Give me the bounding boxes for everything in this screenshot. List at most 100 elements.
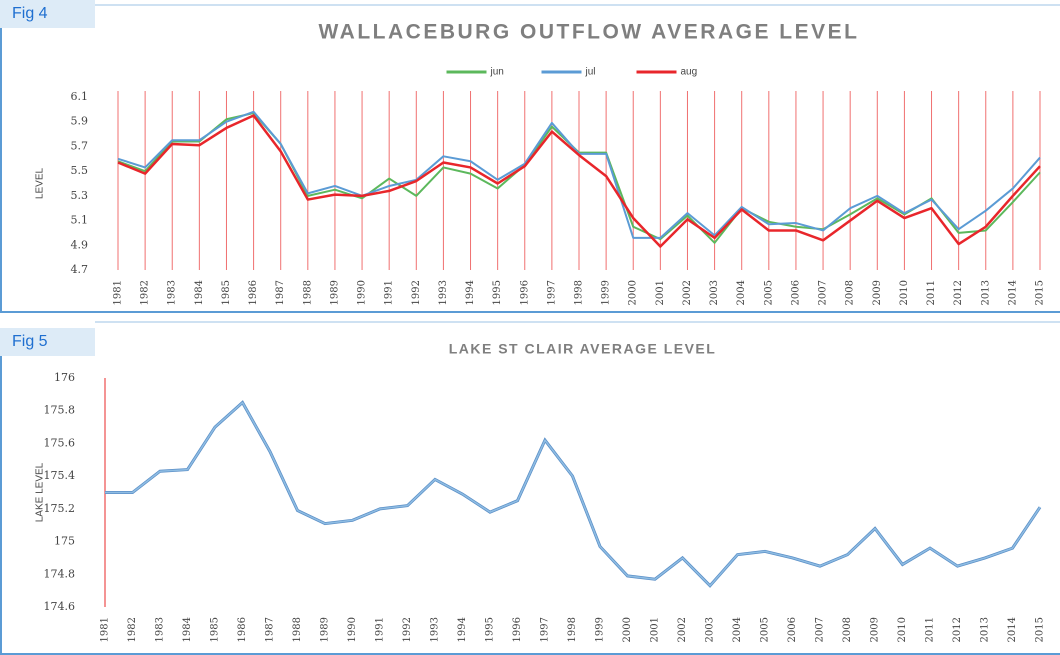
x-tick-label: 2003 [709, 280, 720, 305]
x-tick-label: 2013 [980, 280, 991, 305]
x-tick-label: 1990 [357, 280, 368, 305]
y-axis-label: LEVEL [35, 167, 46, 199]
y-tick-label: 175.8 [44, 404, 76, 417]
x-tick-label: 1987 [265, 617, 276, 642]
x-tick-label: 2006 [790, 280, 801, 305]
x-tick-label: 1992 [402, 617, 413, 642]
chart-title: LAKE ST CLAIR AVERAGE LEVEL [449, 341, 717, 357]
x-tick-label: 2005 [763, 280, 774, 305]
x-tick-label: 1983 [155, 617, 166, 642]
x-tick-label: 1984 [194, 280, 205, 305]
x-tick-label: 1983 [167, 280, 178, 305]
x-tick-label: 1994 [465, 280, 476, 305]
x-tick-label: 1995 [492, 280, 503, 305]
x-tick-label: 1984 [182, 617, 193, 642]
x-tick-label: 1991 [375, 617, 386, 642]
x-tick-label: 2000 [628, 280, 639, 305]
x-tick-label: 1988 [302, 280, 313, 305]
x-tick-label: 1986 [248, 280, 259, 305]
y-tick-label: 5.1 [71, 214, 89, 227]
y-tick-label: 5.5 [71, 164, 89, 177]
x-tick-label: 1998 [574, 280, 585, 305]
x-tick-label: 1982 [127, 617, 138, 642]
x-tick-label: 1993 [430, 617, 441, 642]
x-tick-label: 1989 [320, 617, 331, 642]
x-tick-label: 2012 [953, 280, 964, 305]
x-tick-label: 1992 [411, 280, 422, 305]
x-tick-label: 2001 [655, 280, 666, 305]
x-tick-label: 2002 [682, 280, 693, 305]
y-tick-label: 175.4 [44, 469, 76, 482]
x-tick-label: 1991 [384, 280, 395, 305]
legend-label: jun [490, 67, 504, 78]
figure-label: Fig 4 [12, 5, 48, 22]
y-tick-label: 5.7 [71, 139, 89, 152]
x-tick-label: 2014 [1007, 280, 1018, 305]
y-tick-label: 5.9 [71, 115, 89, 128]
x-tick-label: 1981 [113, 280, 124, 305]
x-tick-label: 2005 [760, 617, 771, 642]
chart-title: WALLACEBURG OUTFLOW AVERAGE LEVEL [319, 21, 860, 44]
x-tick-label: 2011 [925, 617, 936, 642]
x-tick-label: 1999 [595, 617, 606, 642]
y-tick-label: 174.8 [44, 567, 76, 580]
x-tick-label: 1999 [601, 280, 612, 305]
x-tick-label: 2002 [677, 617, 688, 642]
x-tick-label: 1995 [485, 617, 496, 642]
x-tick-label: 2010 [897, 617, 908, 642]
x-tick-label: 1982 [140, 280, 151, 305]
figure-label: Fig 5 [12, 333, 48, 350]
x-tick-label: 2012 [952, 617, 963, 642]
x-tick-label: 1986 [237, 617, 248, 642]
x-tick-label: 1990 [347, 617, 358, 642]
x-tick-label: 2011 [926, 280, 937, 305]
y-tick-label: 175 [54, 535, 75, 548]
x-tick-label: 1988 [292, 617, 303, 642]
y-tick-label: 6.1 [71, 90, 89, 103]
x-tick-label: 2004 [732, 617, 743, 642]
x-tick-label: 2009 [870, 617, 881, 642]
x-tick-label: 1996 [519, 280, 530, 305]
legend-label: aug [681, 67, 698, 78]
x-tick-label: 1989 [329, 280, 340, 305]
x-tick-label: 2014 [1007, 617, 1018, 642]
x-tick-label: 2001 [650, 617, 661, 642]
y-tick-label: 175.2 [44, 502, 76, 515]
x-tick-label: 2010 [899, 280, 910, 305]
x-tick-label: 1997 [540, 617, 551, 642]
x-tick-label: 2004 [736, 280, 747, 305]
x-tick-label: 1981 [100, 617, 111, 642]
line-outline [105, 400, 1042, 588]
x-tick-label: 2007 [815, 617, 826, 642]
y-tick-label: 5.3 [71, 189, 89, 202]
legend-label: jul [585, 67, 596, 78]
x-tick-label: 2015 [1035, 617, 1046, 642]
y-tick-label: 176 [54, 371, 75, 384]
x-tick-label: 1985 [221, 280, 232, 305]
x-tick-label: 2006 [787, 617, 798, 642]
y-tick-label: 4.9 [71, 238, 89, 251]
x-tick-label: 1985 [210, 617, 221, 642]
x-tick-label: 1998 [567, 617, 578, 642]
x-tick-label: 2013 [980, 617, 991, 642]
y-tick-label: 175.6 [44, 436, 76, 449]
x-tick-label: 1994 [457, 617, 468, 642]
x-tick-label: 2008 [842, 617, 853, 642]
y-tick-label: 174.6 [44, 600, 76, 613]
x-tick-label: 2008 [845, 280, 856, 305]
x-tick-label: 2000 [622, 617, 633, 642]
x-tick-label: 1996 [512, 617, 523, 642]
x-tick-label: 2009 [872, 280, 883, 305]
y-axis-label: LAKE LEVEL [35, 462, 46, 522]
data-line [105, 401, 1041, 587]
x-tick-label: 1987 [275, 280, 286, 305]
x-tick-label: 1997 [546, 280, 557, 305]
data-line [117, 114, 1041, 248]
x-tick-label: 1993 [438, 280, 449, 305]
x-tick-label: 2007 [818, 280, 829, 305]
y-tick-label: 4.7 [71, 263, 89, 276]
x-tick-label: 2003 [705, 617, 716, 642]
x-tick-label: 2015 [1035, 280, 1046, 305]
